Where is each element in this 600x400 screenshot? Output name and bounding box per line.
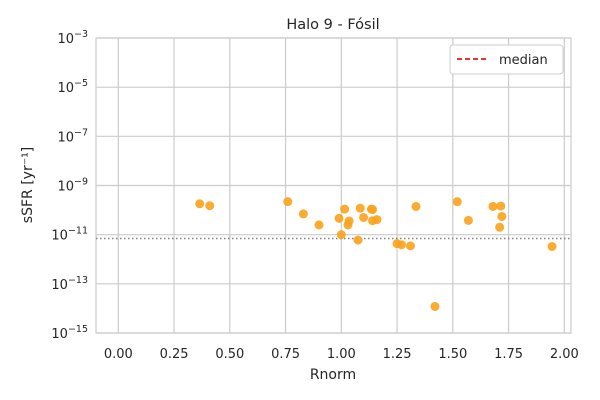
data-point (495, 222, 505, 232)
y-tick-label: 10−11 (51, 226, 88, 244)
x-tick-label: 0.00 (104, 347, 133, 362)
data-point (298, 209, 308, 219)
legend-box (449, 44, 564, 75)
y-tick-exponent: −13 (68, 275, 88, 286)
y-tick-exponent: −3 (74, 29, 88, 40)
y-tick-label: 10−13 (51, 275, 88, 293)
data-point (463, 215, 473, 225)
y-tick-exponent: −7 (74, 127, 88, 138)
y-tick-base: 10 (51, 229, 68, 244)
data-point (372, 215, 382, 225)
data-point (353, 235, 363, 245)
data-point (368, 205, 378, 215)
y-tick-base: 10 (57, 32, 74, 47)
scatter-points (195, 197, 557, 311)
x-tick-labels: 0.00 0.25 0.50 0.75 1.00 1.25 1.50 1.75 2.00 (104, 347, 579, 362)
plot-frame (95, 37, 572, 334)
data-point (430, 301, 440, 311)
data-point (336, 230, 346, 240)
y-tick-base: 10 (57, 81, 74, 96)
y-tick-label: 10−5 (57, 78, 88, 96)
y-tick-label: 10−9 (57, 177, 88, 195)
chart-title: Halo 9 - Fósil (286, 17, 379, 33)
y-tick-exponent: −5 (74, 78, 88, 89)
x-axis-title: Rnorm (310, 367, 356, 383)
data-point (359, 212, 369, 222)
data-point (334, 213, 344, 223)
data-point (355, 203, 365, 213)
data-point (344, 216, 354, 226)
data-point (314, 220, 324, 230)
x-tick-label: 0.25 (160, 347, 189, 362)
data-point (283, 197, 293, 207)
data-point (452, 197, 462, 207)
legend: median (449, 44, 564, 75)
data-point (340, 204, 350, 214)
y-tick-base: 10 (57, 130, 74, 145)
legend-median-label: median (499, 53, 548, 68)
data-point (397, 240, 407, 250)
data-point (195, 199, 205, 209)
x-tick-label: 2.00 (550, 347, 579, 362)
x-tick-label: 1.25 (383, 347, 412, 362)
data-point (405, 241, 415, 251)
x-tick-label: 1.75 (494, 347, 523, 362)
x-tick-label: 1.50 (438, 347, 467, 362)
y-tick-base: 10 (57, 180, 74, 195)
y-tick-base: 10 (51, 278, 68, 293)
data-point (411, 201, 421, 211)
x-tick-label: 1.00 (327, 347, 356, 362)
data-point (488, 201, 498, 211)
data-point (496, 201, 506, 211)
x-tick-label: 0.50 (215, 347, 244, 362)
data-point (205, 201, 215, 211)
y-tick-exponent: −9 (74, 177, 88, 188)
y-tick-base: 10 (51, 327, 68, 342)
y-tick-label: 10−15 (51, 324, 88, 342)
data-point (547, 242, 557, 252)
y-tick-exponent: −15 (68, 324, 88, 335)
data-point (497, 211, 507, 221)
y-tick-label: 10−7 (57, 127, 88, 145)
y-tick-exponent: −11 (68, 226, 88, 237)
x-tick-label: 0.75 (271, 347, 300, 362)
y-axis-title: sSFR [yr⁻¹] (20, 147, 36, 223)
y-tick-label: 10−3 (57, 29, 88, 47)
